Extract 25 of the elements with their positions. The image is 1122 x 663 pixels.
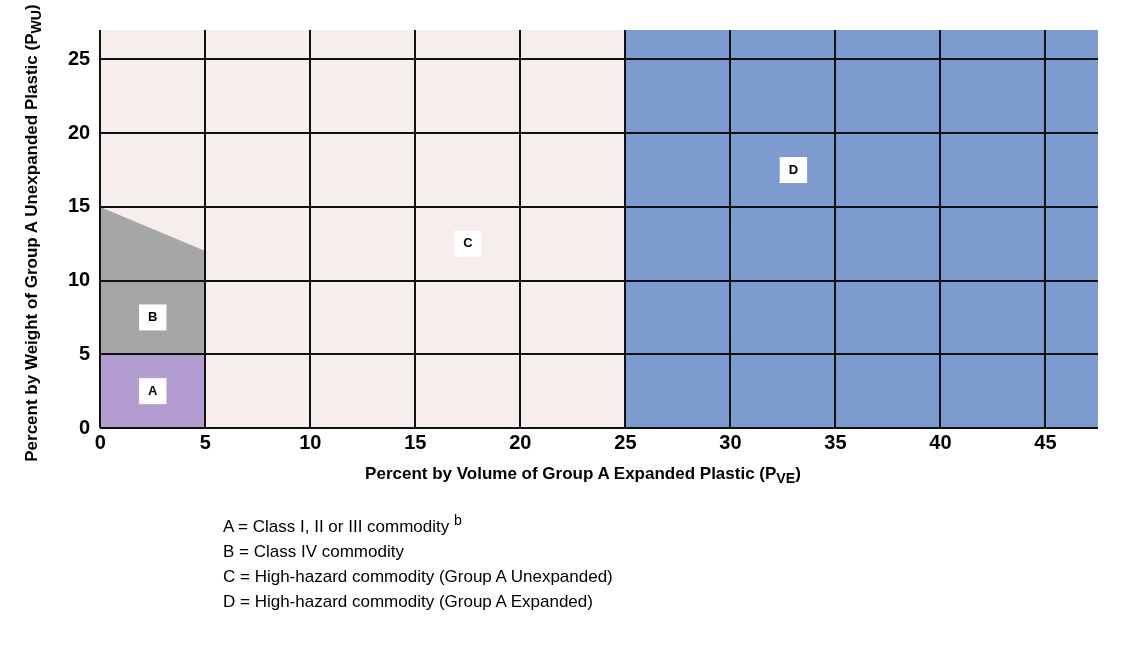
- x-tick-label: 35: [824, 430, 847, 453]
- text: B = Class IV commodity: [223, 541, 405, 564]
- y-tick-label: 0: [79, 415, 91, 438]
- x-tick-label: 30: [719, 430, 742, 453]
- annotation: A: [148, 382, 159, 398]
- y-tick-label: 10: [68, 268, 91, 291]
- x-tick-label: 5: [199, 430, 211, 453]
- annotation: C: [463, 235, 474, 251]
- x-tick-label: 40: [929, 430, 952, 453]
- y-tick-label: 20: [68, 120, 91, 143]
- x-tick-label: 25: [614, 430, 637, 453]
- annotation: B: [148, 309, 158, 325]
- annotation: D: [788, 161, 799, 177]
- x-tick-label: 45: [1034, 430, 1057, 453]
- y-tick-label: 15: [68, 194, 91, 217]
- x-tick-label: 0: [94, 430, 106, 453]
- x-axis-title: Percent by Volume of Group A Expanded Plastic (P$_{VE}$): [364, 464, 802, 487]
- text: D = High-hazard commodity (Group A Expanded): [223, 591, 594, 614]
- x-tick-label: 10: [299, 430, 322, 453]
- y-tick-label: 5: [79, 341, 91, 364]
- text: C = High-hazard commodity (Group A Unexpanded): [223, 566, 614, 589]
- y-tick-label: 25: [68, 47, 91, 69]
- text: A = Class I, II or III commodity $^{b}$: [223, 511, 463, 539]
- x-tick-label: 15: [404, 430, 427, 453]
- x-tick-label: 20: [509, 430, 532, 453]
